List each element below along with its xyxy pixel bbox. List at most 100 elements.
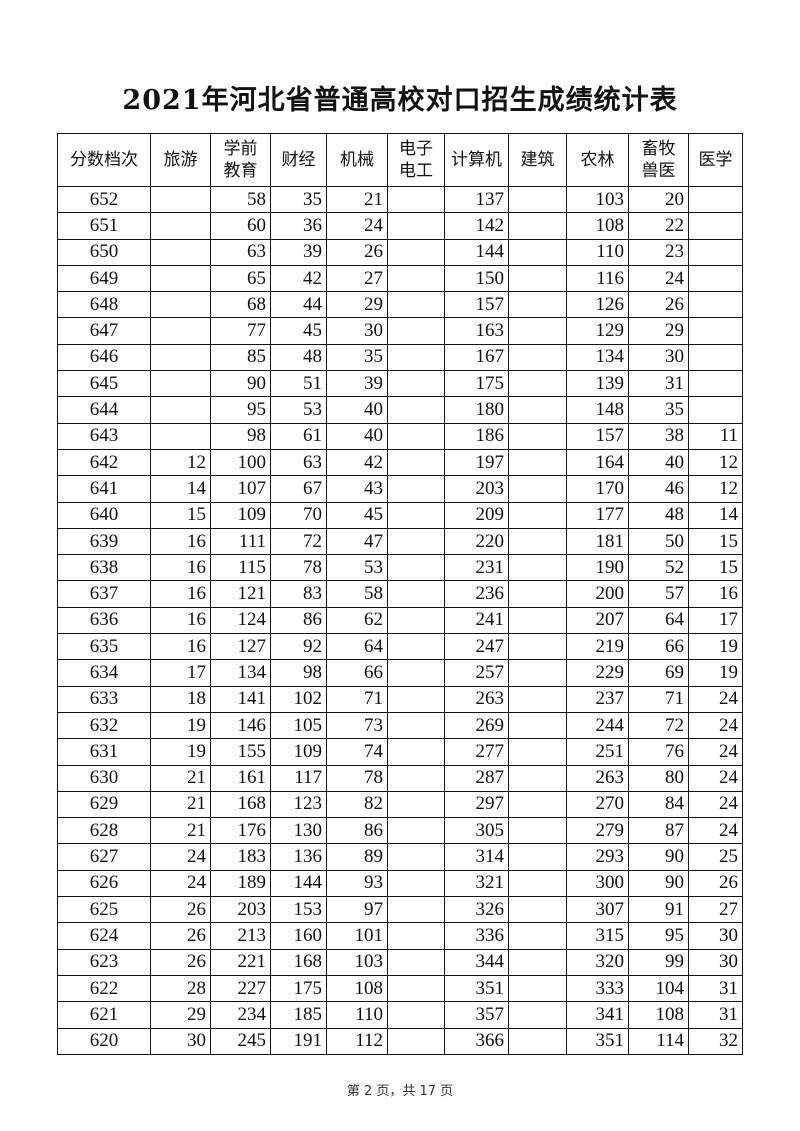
count-cell: 315 (566, 922, 629, 950)
count-cell (387, 659, 445, 687)
count-cell: 168 (270, 948, 327, 976)
score-table: 分数档次 旅游 学前 教育 财经 机械 电子 电工 计算机 建筑 农林 畜牧 兽医 医学 652 58… (57, 133, 743, 1055)
count-cell: 229 (566, 659, 629, 687)
score-cell: 636 (57, 606, 151, 635)
count-cell: 73 (326, 711, 388, 740)
count-cell: 63 (210, 238, 271, 266)
count-cell (387, 896, 445, 924)
score-cell: 647 (57, 317, 151, 345)
count-cell: 237 (566, 685, 629, 713)
count-cell (387, 738, 445, 766)
count-cell (387, 1027, 445, 1055)
table-row: 633 18 141 102 71 263 237 71 24 (57, 685, 743, 713)
count-cell (508, 343, 567, 372)
count-cell: 61 (270, 422, 327, 450)
count-cell: 263 (444, 685, 509, 713)
count-cell: 203 (444, 475, 509, 503)
count-cell: 186 (444, 422, 509, 450)
count-cell (688, 238, 743, 266)
count-cell (508, 527, 567, 556)
count-cell (387, 343, 445, 372)
count-cell: 66 (326, 659, 388, 687)
count-cell: 74 (326, 738, 388, 766)
count-cell: 30 (326, 317, 388, 345)
count-cell (150, 343, 211, 372)
count-cell: 203 (210, 896, 271, 924)
count-cell: 26 (628, 291, 689, 319)
count-cell: 341 (566, 1001, 629, 1029)
count-cell: 85 (210, 343, 271, 372)
count-cell: 16 (150, 554, 211, 582)
count-cell (508, 580, 567, 608)
count-cell: 336 (444, 922, 509, 950)
count-cell (150, 317, 211, 345)
count-cell: 137 (444, 185, 509, 214)
count-cell: 82 (326, 790, 388, 819)
count-cell: 84 (628, 790, 689, 819)
count-cell: 71 (326, 685, 388, 713)
count-cell: 20 (628, 185, 689, 214)
count-cell: 50 (628, 527, 689, 556)
score-cell: 648 (57, 291, 151, 319)
count-cell (387, 422, 445, 450)
count-cell: 219 (566, 633, 629, 661)
count-cell: 144 (444, 238, 509, 266)
count-cell: 15 (688, 554, 743, 582)
count-cell: 16 (688, 580, 743, 608)
count-cell (387, 843, 445, 871)
count-cell: 109 (270, 738, 327, 766)
count-cell (508, 396, 567, 424)
count-cell: 30 (150, 1027, 211, 1055)
count-cell: 366 (444, 1027, 509, 1055)
count-cell: 17 (150, 659, 211, 687)
count-cell (387, 922, 445, 950)
count-cell: 66 (628, 633, 689, 661)
count-cell: 99 (628, 948, 689, 976)
table-row: 627 24 183 136 89 314 293 90 25 (57, 843, 743, 871)
table-row: 642 12 100 63 42 197 164 40 12 (57, 448, 743, 477)
count-cell: 48 (628, 501, 689, 529)
score-cell: 634 (57, 659, 151, 687)
count-cell (150, 422, 211, 450)
count-cell (387, 974, 445, 1003)
count-cell: 24 (688, 817, 743, 845)
count-cell: 150 (444, 264, 509, 293)
count-cell: 164 (566, 448, 629, 477)
table-row: 648 68 44 29 157 126 26 (57, 291, 743, 319)
count-cell: 98 (270, 659, 327, 687)
count-cell: 110 (566, 238, 629, 266)
count-cell: 207 (566, 606, 629, 635)
count-cell (508, 238, 567, 266)
score-cell: 633 (57, 685, 151, 713)
count-cell: 307 (566, 896, 629, 924)
column-header: 分数档次 (57, 133, 151, 187)
count-cell: 24 (150, 843, 211, 871)
score-cell: 624 (57, 922, 151, 950)
count-cell: 183 (210, 843, 271, 871)
count-cell: 76 (628, 738, 689, 766)
count-cell: 46 (628, 475, 689, 503)
table-row: 622 28 227 175 108 351 333 104 31 (57, 974, 743, 1003)
count-cell: 175 (444, 370, 509, 398)
count-cell: 48 (270, 343, 327, 372)
count-cell: 19 (688, 659, 743, 687)
count-cell: 35 (326, 343, 388, 372)
count-cell (508, 711, 567, 740)
count-cell (387, 633, 445, 661)
column-header: 建筑 (508, 133, 567, 187)
count-cell: 93 (326, 869, 388, 898)
count-cell (387, 317, 445, 345)
score-cell: 640 (57, 501, 151, 529)
count-cell (508, 291, 567, 319)
table-row: 651 60 36 24 142 108 22 (57, 212, 743, 240)
count-cell (508, 817, 567, 845)
count-cell: 78 (326, 764, 388, 792)
count-cell: 21 (150, 817, 211, 845)
score-cell: 627 (57, 843, 151, 871)
count-cell: 108 (628, 1001, 689, 1029)
count-cell: 26 (150, 922, 211, 950)
score-cell: 623 (57, 948, 151, 976)
count-cell (508, 869, 567, 898)
count-cell: 23 (628, 238, 689, 266)
score-cell: 651 (57, 212, 151, 240)
